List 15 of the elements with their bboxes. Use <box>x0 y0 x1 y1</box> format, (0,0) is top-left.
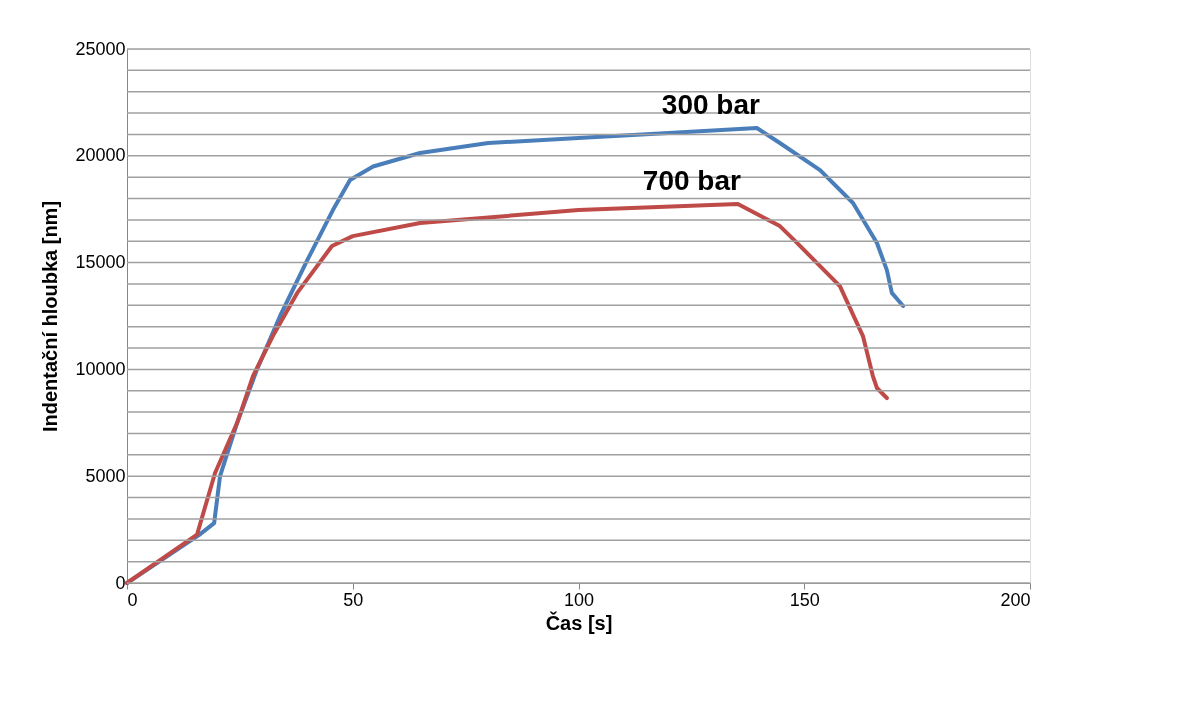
x-tick-label: 200 <box>1000 589 1031 610</box>
x-tick-label: 100 <box>563 589 595 610</box>
series-label: 700 bar <box>642 165 742 197</box>
x-axis-title: Čas [s] <box>545 610 613 634</box>
series-label: 300 bar <box>661 89 760 121</box>
y-tick-label: 10000 <box>75 358 126 379</box>
x-tick-label: 150 <box>789 589 820 610</box>
y-tick-label: 25000 <box>75 38 126 59</box>
y-tick-label: 0 <box>115 572 126 593</box>
y-tick-label: 20000 <box>75 145 126 166</box>
y-tick-label: 5000 <box>85 465 126 486</box>
y-tick-label: 15000 <box>75 252 126 273</box>
y-axis-title: Indentační hloubka [nm] <box>39 200 62 433</box>
x-tick-label: 50 <box>343 589 364 610</box>
line-series <box>125 202 889 585</box>
